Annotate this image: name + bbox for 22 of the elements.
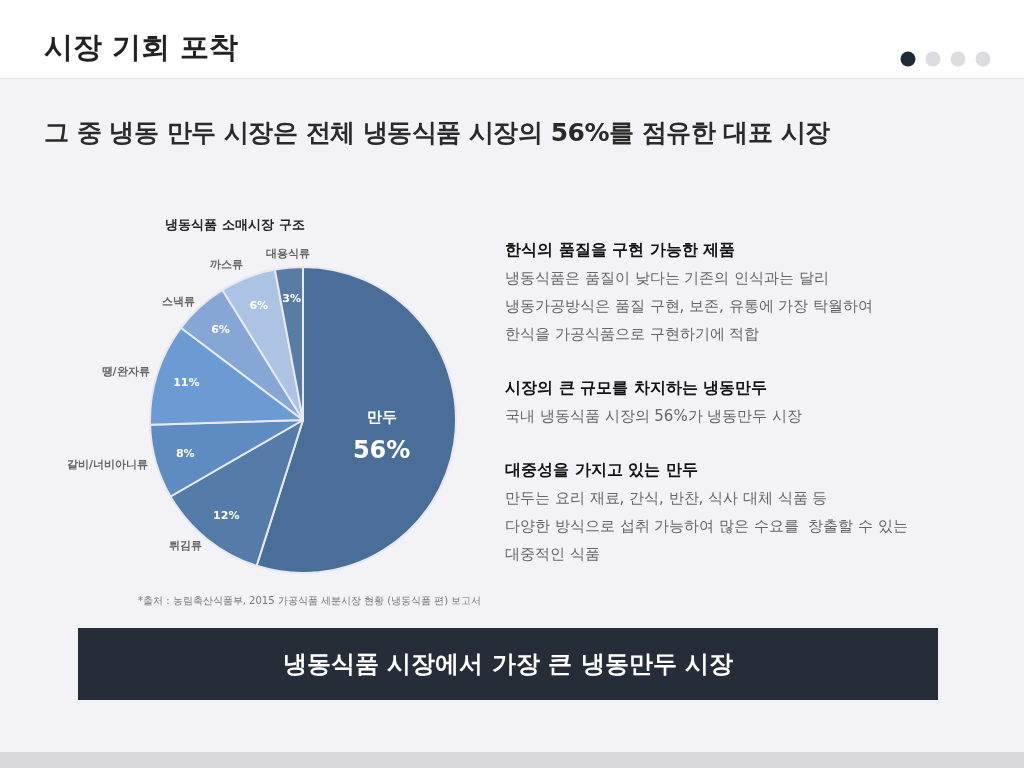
data-label: 56% xyxy=(352,436,411,465)
text: 대중성을 가지고 있는 만두 만두는 요리 재료, 간식, 반찬, 식사 대체 식품 등 다양한 방식으로 섭취 가능하여 많은 수요를 창출할 수 있는 대중적인 식품 xyxy=(505,459,909,565)
data-label: 6% xyxy=(249,299,269,313)
slice-label: 튀김류 xyxy=(169,538,203,552)
data-label: 3% xyxy=(282,291,302,305)
slice-label: 스낵류 xyxy=(161,294,195,308)
chart-title: 냉동식품 소매시장 구조 xyxy=(165,217,305,232)
data-label: 8% xyxy=(175,447,195,460)
slice-label: 대용식류 xyxy=(265,247,310,261)
data-label: 12% xyxy=(213,508,240,522)
text: 냉동식품 시장에서 가장 큰 냉동만두 시장 xyxy=(283,649,733,680)
slice-label: 갈비/너비아니류 xyxy=(67,457,149,471)
slice-label: 까스류 xyxy=(209,257,243,271)
data-label: 11% xyxy=(173,376,200,390)
slice-label: 땡/완자류 xyxy=(101,364,150,378)
slice-label: 만두 xyxy=(366,408,397,427)
text: 시장의 큰 규모를 차지하는 냉동만두 국내 냉동식품 시장의 56%가 냉동만두 시장 xyxy=(505,377,804,427)
text: 한식의 품질을 구현 가능한 제품 냉동식품은 품질이 낮다는 기존의 인식과는 달리 냉동가공방식은 품질 구현, 보존, 유통에 가장 탁월하여 한식을 가공식품으로 구현하기에 적합 xyxy=(505,239,875,345)
text: 그 중 냉동 만두 시장은 전체 냉동식품 시장의 56%를 점유한 대표 시장 xyxy=(44,117,830,149)
data-label: 6% xyxy=(211,323,230,337)
text: 시장 기회 포착 xyxy=(44,29,239,66)
text: *출처 : 농림축산식품부, 2015 가공식품 세분시장 현황 (냉동식품 편) 보고서 xyxy=(138,594,482,606)
